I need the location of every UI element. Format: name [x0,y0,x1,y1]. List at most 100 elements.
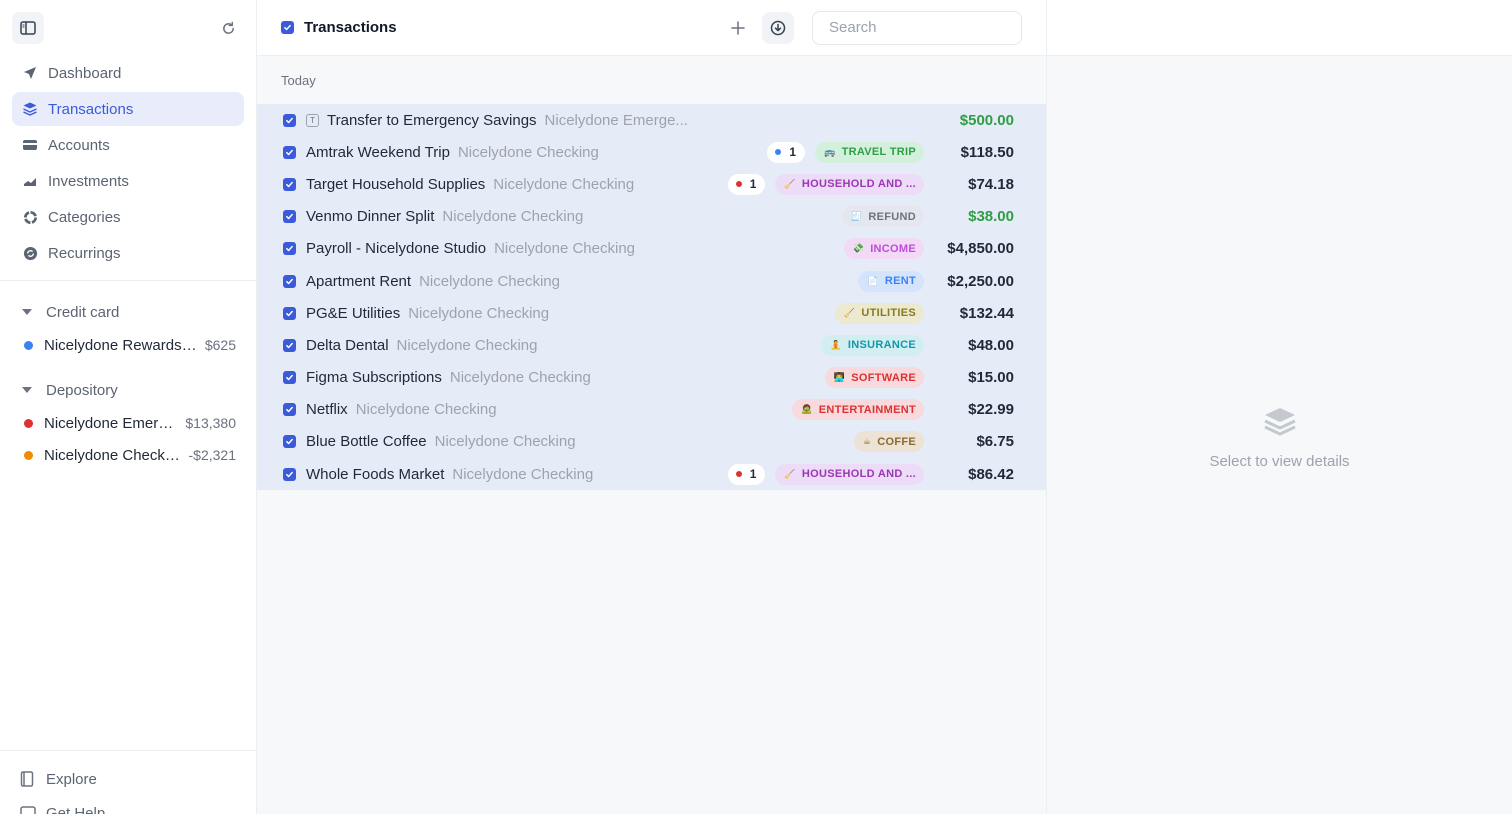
account-group-header[interactable]: Credit card [0,295,256,329]
category-tag[interactable]: 📄 RENT [858,270,924,292]
transaction-row[interactable]: Venmo Dinner Split Nicelydone Checking 🧾 RE… [257,201,1046,233]
sidebar: Dashboard Transactions Accounts Investments… [0,0,257,814]
sidebar-item-dashboard[interactable]: Dashboard [12,56,244,90]
transaction-account: Nicelydone Checking [457,143,599,161]
select-all-checkbox[interactable] [281,21,294,34]
transaction-account: Nicelydone Checking [408,304,550,322]
category-tag[interactable]: 👨‍💻 SOFTWARE [824,367,924,389]
account-item[interactable]: Nicelydone Emergency Savings $13,380 [0,407,256,439]
badge-dot [735,181,742,188]
refresh-icon[interactable] [212,12,244,44]
transaction-description: Whole Foods Market [306,465,445,483]
transfer-icon: T [306,113,319,127]
category-tag[interactable]: 🧾 REFUND [841,206,924,228]
category-tag[interactable]: 🚌 TRAVEL TRIP [815,141,924,163]
badge-count: 1 [789,145,797,160]
category-tag[interactable]: 🧹 UTILITIES [834,302,924,324]
transaction-row[interactable]: Target Household Supplies Nicelydone Chec… [257,168,1046,200]
sidebar-toggle-icon[interactable] [12,12,44,44]
transaction-amount: $118.50 [960,143,1014,161]
category-emoji-icon: 🧹 [784,468,796,479]
transaction-account: Nicelydone Checking [449,369,591,387]
transactions-panel: Transactions Today T Transfer to Emergenc… [257,0,1047,814]
get-help-link[interactable]: Get Help [20,799,236,814]
category-tag[interactable]: 🧘 INSURANCE [821,334,924,356]
send-icon [22,65,38,81]
get-help-label: Get Help [46,804,106,814]
row-checkbox[interactable] [283,467,296,481]
category-label: INCOME [870,242,916,255]
transaction-row[interactable]: Whole Foods Market Nicelydone Checking 1 🧹 H… [257,458,1046,490]
row-checkbox[interactable] [283,371,296,385]
row-checkbox[interactable] [283,403,296,417]
transaction-row[interactable]: Blue Bottle Coffee Nicelydone Checking ☕ CO… [257,426,1046,458]
row-checkbox[interactable] [283,242,296,256]
category-tag[interactable]: 🧹 HOUSEHOLD AND ... [775,463,924,485]
transaction-row[interactable]: PG&E Utilities Nicelydone Checking 🧹 UTILIT… [257,297,1046,329]
row-checkbox[interactable] [283,306,296,320]
sidebar-footer: Explore Get Help [0,750,256,814]
transaction-row[interactable]: T Transfer to Emergency Savings Nicelydone… [257,104,1046,136]
comment-count-badge[interactable]: 1 [767,141,806,163]
transaction-amount: $500.00 [959,111,1014,129]
explore-link[interactable]: Explore [20,765,236,793]
transaction-row[interactable]: Netflix Nicelydone Checking 🧟 ENTERTAINMENT… [257,394,1046,426]
download-button[interactable] [762,11,794,44]
account-color-dot [24,450,33,460]
detail-panel: Select to view details [1047,0,1512,814]
transaction-row[interactable]: Figma Subscriptions Nicelydone Checking 👨‍… [257,362,1046,394]
category-emoji-icon: 🧹 [784,178,796,189]
transaction-amount: $48.00 [968,336,1014,354]
transaction-row[interactable]: Amtrak Weekend Trip Nicelydone Checking 1 🚌… [257,136,1046,168]
transaction-amount: $74.18 [968,175,1014,193]
transaction-row[interactable]: Payroll - Nicelydone Studio Nicelydone Ch… [257,233,1046,265]
empty-state: Select to view details [1047,404,1512,470]
transaction-amount: $4,850.00 [947,240,1014,258]
category-tag[interactable]: 🧹 HOUSEHOLD AND ... [775,173,924,195]
comment-count-badge[interactable]: 1 [727,463,766,485]
account-group-header[interactable]: Depository [0,373,256,407]
transaction-account: Nicelydone Checking [442,208,584,226]
transaction-description: Blue Bottle Coffee [306,433,427,451]
sidebar-item-categories[interactable]: Categories [12,200,244,234]
row-checkbox[interactable] [283,177,296,191]
row-checkbox[interactable] [283,113,296,127]
search-input[interactable] [829,19,1028,36]
row-checkbox[interactable] [283,145,296,159]
sidebar-item-transactions[interactable]: Transactions [12,92,244,126]
sidebar-header [0,0,256,56]
row-checkbox[interactable] [283,210,296,224]
account-groups: Credit card Nicelydone Rewards Card $625 De… [0,295,256,471]
chat-icon [20,806,36,814]
transaction-account: Nicelydone Checking [419,272,560,290]
transaction-description: Transfer to Emergency Savings [327,111,537,129]
category-tag[interactable]: 🧟 ENTERTAINMENT [792,399,924,421]
transaction-row[interactable]: Delta Dental Nicelydone Checking 🧘 INSURANC… [257,329,1046,361]
row-checkbox[interactable] [283,435,296,449]
account-balance: $625 [204,337,236,353]
account-item[interactable]: Nicelydone Rewards Card $625 [0,329,256,361]
sidebar-item-recurrings[interactable]: Recurrings [12,236,244,270]
sidebar-item-investments[interactable]: Investments [12,164,244,198]
transaction-amount: $2,250.00 [947,272,1014,290]
account-color-dot [24,418,33,428]
row-checkbox[interactable] [283,338,296,352]
sidebar-item-label: Dashboard [48,64,122,82]
account-color-dot [24,340,33,350]
account-balance: $13,380 [185,415,236,431]
category-tag[interactable]: ☕ COFFE [853,431,924,453]
transaction-amount: $132.44 [959,304,1014,322]
category-emoji-icon: 🧟 [801,404,813,415]
transaction-row[interactable]: Apartment Rent Nicelydone Checking 📄 RENT $2… [257,265,1046,297]
sidebar-item-accounts[interactable]: Accounts [12,128,244,162]
category-emoji-icon: 🧘 [830,339,842,350]
account-name: Nicelydone Checking [44,446,181,464]
transaction-list: T Transfer to Emergency Savings Nicelydone… [257,104,1046,491]
account-name: Nicelydone Rewards Card [44,336,197,354]
add-transaction-button[interactable] [722,12,754,44]
detail-header [1047,0,1512,56]
category-tag[interactable]: 💸 INCOME [843,238,924,260]
row-checkbox[interactable] [283,274,296,288]
comment-count-badge[interactable]: 1 [727,173,766,195]
account-item[interactable]: Nicelydone Checking -$2,321 [0,439,256,471]
